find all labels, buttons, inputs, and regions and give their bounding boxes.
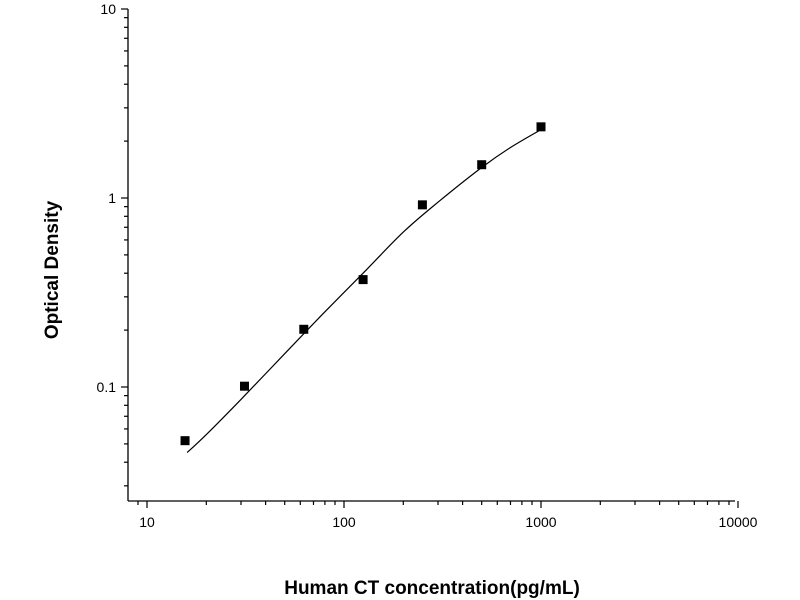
data-point [299,324,309,334]
x-tick-label: 100 [332,514,356,530]
fit-curve-layer [186,129,542,453]
x-tick-label: 10000 [719,514,758,530]
x-tick-label: 10 [139,514,155,530]
axes: 10 100 1000 10000 0.1 1 10 [97,1,758,530]
data-point [358,275,368,285]
data-point [536,122,546,132]
fit-curve [186,129,542,453]
y-tick-label: 10 [100,1,116,17]
data-point [239,381,249,391]
data-point [180,436,190,446]
y-axis-title: Optical Density [42,200,63,339]
x-axis-title: Human CT concentration(pg/mL) [284,578,580,599]
data-point [477,160,487,170]
x-tick-label: 1000 [525,514,556,530]
data-points-layer [180,122,546,446]
y-tick-label: 0.1 [97,379,117,395]
data-point [417,200,427,210]
y-tick-label: 1 [108,190,116,206]
